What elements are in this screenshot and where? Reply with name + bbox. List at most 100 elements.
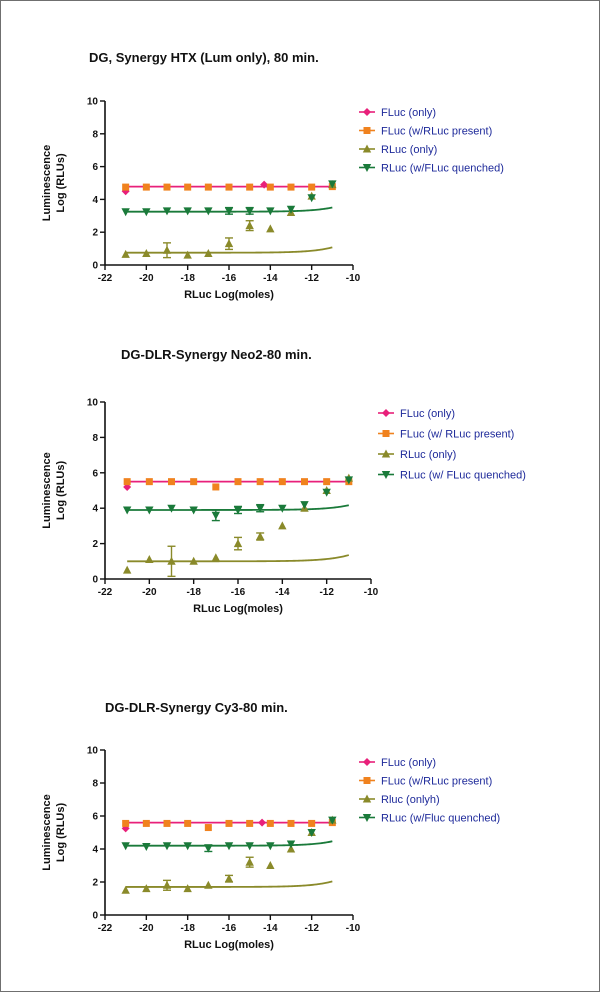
data-point <box>183 884 192 893</box>
data-point <box>233 539 243 548</box>
data-point <box>167 504 176 513</box>
data-point <box>121 842 130 851</box>
data-point <box>168 478 175 486</box>
y-tick-label: 8 <box>92 779 98 790</box>
legend-marker <box>362 144 372 153</box>
data-point <box>183 842 192 851</box>
fit-curve-series-3 <box>125 246 333 254</box>
x-tick-label: -18 <box>180 923 195 934</box>
data-point <box>122 506 132 515</box>
x-tick-label: -14 <box>263 923 278 934</box>
x-tick-label: -14 <box>275 587 290 598</box>
data-point <box>307 829 316 837</box>
x-tick-label: -22 <box>98 587 113 598</box>
data-point <box>204 249 213 258</box>
y-axis-label-line1: Luminescence <box>41 452 53 528</box>
legend-label: Rluc (onlyh) <box>381 794 440 806</box>
legend-label: RLuc (only) <box>400 449 456 461</box>
data-point <box>328 180 337 189</box>
y-tick-label: 10 <box>87 398 99 409</box>
y-tick-label: 0 <box>92 911 98 922</box>
data-point <box>234 478 242 486</box>
data-point <box>266 183 274 191</box>
data-point <box>301 478 308 486</box>
data-point <box>142 884 151 893</box>
y-axis-label-line2: Log (RLUs) <box>55 803 67 863</box>
data-point <box>204 183 212 191</box>
x-tick-label: -12 <box>304 923 319 934</box>
x-tick-label: -18 <box>180 273 195 284</box>
legend-marker <box>362 814 372 822</box>
data-point <box>142 183 150 191</box>
y-tick-label: 2 <box>92 878 98 889</box>
x-tick-label: -14 <box>263 273 278 284</box>
legend-label: FLuc (w/ RLuc present) <box>400 429 514 441</box>
data-point <box>162 842 172 851</box>
x-tick-label: -16 <box>222 273 237 284</box>
legend-marker <box>381 471 391 479</box>
legend-marker <box>382 409 390 417</box>
y-axis-label-line1: Luminescence <box>41 794 53 870</box>
data-point <box>278 521 287 530</box>
y-tick-label: 6 <box>92 468 98 479</box>
x-axis-label: RLuc Log(moles) <box>184 289 274 301</box>
y-tick-label: 2 <box>92 539 98 550</box>
data-point <box>189 556 198 565</box>
data-point <box>286 205 296 214</box>
legend: FLuc (only) FLuc (w/ RLuc present) RLuc (o… <box>378 408 526 482</box>
x-tick-label: -12 <box>319 587 334 598</box>
data-point <box>224 842 234 851</box>
legend-marker <box>381 449 391 458</box>
chart-panel-2: DG-DLR-Synergy Neo2-80 min. 0 2 4 6 8 10 -22 -20… <box>41 347 526 615</box>
data-point <box>163 183 171 191</box>
data-point <box>328 816 337 825</box>
data-point <box>308 183 316 191</box>
data-point <box>122 819 130 827</box>
legend-marker <box>382 430 390 437</box>
data-point <box>162 207 172 216</box>
x-tick-label: -22 <box>98 923 113 934</box>
data-point <box>225 819 233 827</box>
legend-marker <box>362 164 372 172</box>
data-point <box>145 555 154 564</box>
data-point <box>323 478 331 486</box>
chart-title: DG-DLR-Synergy Cy3-80 min. <box>105 700 288 715</box>
data-point <box>204 207 213 216</box>
data-point <box>266 842 275 851</box>
y-tick-label: 10 <box>87 746 99 757</box>
chart-title: DG, Synergy HTX (Lum only), 80 min. <box>89 50 319 65</box>
data-point <box>142 208 151 217</box>
data-point <box>245 842 254 851</box>
data-point <box>246 819 254 827</box>
data-point <box>266 207 275 216</box>
y-tick-label: 6 <box>92 162 98 173</box>
legend-label: RLuc (w/FLuc quenched) <box>381 163 504 175</box>
legend-label: FLuc (w/RLuc present) <box>381 776 492 788</box>
y-tick-label: 0 <box>92 575 98 586</box>
data-point <box>245 207 254 216</box>
data-point <box>245 221 254 230</box>
data-point <box>123 478 131 486</box>
legend-label: RLuc (w/Fluc quenched) <box>381 813 500 825</box>
y-tick-label: 0 <box>92 261 98 272</box>
data-point <box>190 478 198 486</box>
data-point <box>307 194 316 203</box>
series-3-points <box>121 815 337 894</box>
data-point <box>121 885 130 894</box>
data-point <box>183 207 192 216</box>
data-point <box>121 208 130 217</box>
data-point <box>145 478 153 486</box>
data-point <box>225 183 233 191</box>
data-point <box>204 824 212 832</box>
y-tick-label: 8 <box>92 129 98 140</box>
data-point <box>287 183 295 191</box>
legend-label: FLuc (w/RLuc present) <box>381 126 492 138</box>
data-point <box>142 843 151 852</box>
legend: FLuc (only) FLuc (w/RLuc present) Rluc (on… <box>359 757 500 825</box>
series-4-points <box>121 816 337 853</box>
x-tick-label: -16 <box>231 587 246 598</box>
legend: FLuc (only) FLuc (w/RLuc present) RLuc (on… <box>359 107 504 175</box>
chart-panel-3: DG-DLR-Synergy Cy3-80 min. 0 2 4 6 8 10 -22 -20 -… <box>41 700 500 951</box>
data-point <box>258 818 267 827</box>
